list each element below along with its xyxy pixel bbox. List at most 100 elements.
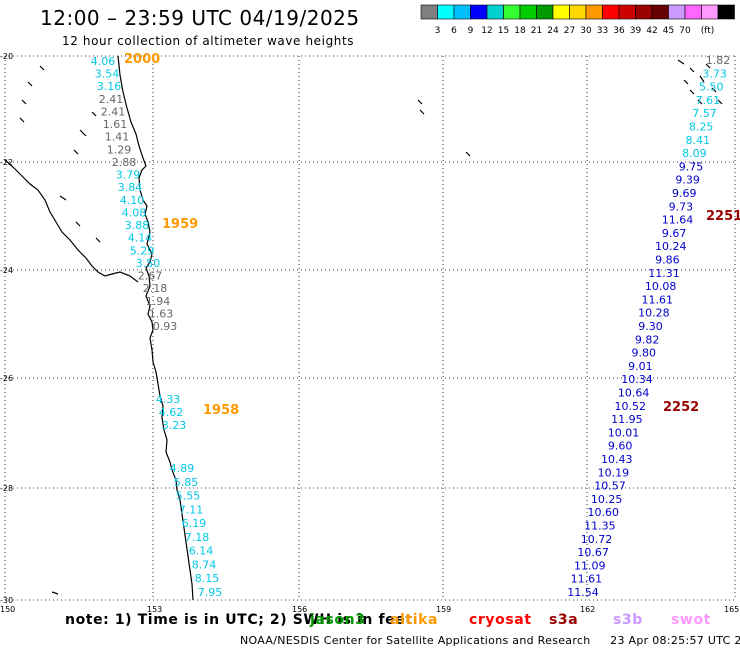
wave-height-value: 10.57 [594, 480, 626, 493]
y-tick-label: -30 [0, 596, 13, 605]
wave-height-value: 9.82 [635, 333, 660, 346]
wave-height-value: 3.50 [136, 257, 161, 270]
pass-time-label: 2251 [706, 209, 740, 224]
wave-height-value: 2.67 [138, 270, 163, 283]
note-text: note: 1) Time is in UTC; 2) SWH is in fe… [65, 612, 413, 628]
mainland-coast [117, 55, 194, 601]
island [51, 591, 59, 595]
wave-height-value: 7.57 [692, 107, 717, 120]
wave-height-value: 11.64 [662, 214, 694, 227]
map-title: 12:00 – 23:59 UTC 04/19/2025 [40, 6, 360, 30]
island [705, 63, 711, 69]
y-tick-label: -22 [0, 158, 13, 167]
wave-height-value: 2.18 [143, 282, 168, 295]
wave-height-value: 4.14 [128, 232, 153, 245]
scale-label: 42 [646, 26, 657, 36]
wave-height-value: 9.73 [669, 200, 694, 213]
wave-height-value: 11.61 [571, 573, 603, 586]
x-tick-label: 150 [0, 605, 15, 614]
footer: NOAA/NESDIS Center for Satellite Applica… [240, 634, 740, 647]
wave-height-value: 11.35 [584, 520, 616, 533]
altimeter-tracks: 4.063.543.162.412.411.611.411.292.883.79… [91, 54, 731, 599]
wave-height-value: 3.73 [702, 67, 727, 80]
wave-height-value: 7.61 [696, 94, 721, 107]
wave-height-value: 6.14 [189, 545, 214, 558]
scale-swatch [717, 4, 735, 20]
wave-height-value: 9.75 [679, 160, 704, 173]
x-tick-label: 165 [724, 605, 739, 614]
wave-height-value: 5.50 [699, 81, 724, 94]
island [699, 75, 705, 83]
x-tick-label: 162 [580, 605, 595, 614]
satellite-legend-cryosat: cryosat [469, 612, 532, 628]
y-tick-label: -20 [0, 52, 13, 61]
wave-height-value: 6.19 [182, 517, 207, 530]
lat-lon-grid [4, 55, 736, 601]
island [95, 237, 101, 243]
island [27, 81, 33, 87]
scale-label: 6 [451, 26, 457, 36]
island [91, 111, 97, 117]
wave-height-value: 10.01 [608, 426, 640, 439]
island [711, 87, 717, 93]
wave-height-value: 11.31 [648, 267, 680, 280]
island [19, 117, 25, 123]
wave-height-value: 7.11 [179, 503, 204, 516]
satellite-legend-s3b: s3b [613, 612, 643, 628]
wave-height-value: 3.79 [116, 169, 141, 182]
island [419, 109, 425, 115]
scale-label: 39 [630, 26, 642, 36]
scale-label: 18 [514, 26, 526, 36]
island [717, 99, 723, 105]
y-tick-label: -24 [0, 266, 13, 275]
scale-label: 27 [564, 26, 575, 36]
wave-height-value: 9.39 [675, 174, 700, 187]
scale-label: 9 [468, 26, 474, 36]
wave-height-value: 10.24 [655, 240, 687, 253]
island [417, 99, 423, 105]
wave-height-value: 1.82 [706, 54, 731, 67]
wave-height-value: 9.80 [632, 347, 657, 360]
wave-height-value: 3.54 [95, 68, 120, 81]
island [677, 59, 685, 65]
wave-height-value: 10.19 [598, 466, 630, 479]
scale-label: (ft) [701, 26, 715, 36]
wave-height-value: 2.41 [101, 105, 126, 118]
wave-height-value: 10.25 [591, 493, 623, 506]
island [75, 221, 81, 227]
wave-height-value: 8.09 [682, 147, 707, 160]
wave-height-value: 9.60 [608, 440, 633, 453]
wave-height-value: 4.89 [170, 462, 195, 475]
island [21, 99, 27, 105]
island [79, 129, 87, 137]
island [683, 79, 689, 85]
x-tick-label: 156 [292, 605, 307, 614]
wave-height-value: 3.88 [125, 219, 150, 232]
wave-height-value: 2.41 [99, 93, 124, 106]
wave-height-value: 4.33 [156, 393, 181, 406]
scale-label: 70 [679, 26, 691, 36]
wave-height-value: 3.23 [162, 419, 187, 432]
wave-height-value: 7.18 [185, 531, 210, 544]
pass-time-label: 2252 [663, 400, 699, 415]
axis-tick-labels: 150 153 156 159 162 165 -20 -22 -24 -26 -28 -30 [0, 52, 739, 614]
note-line: note: 1) Time is in UTC; 2) SWH is in fe… [65, 612, 710, 628]
wave-height-value: 9.67 [662, 227, 687, 240]
wave-height-value: 8.41 [686, 134, 711, 147]
wave-height-value: 10.67 [577, 546, 609, 559]
bay-coast [4, 159, 139, 283]
scale-label: 36 [613, 26, 625, 36]
satellite-legend-s3a: s3a [549, 612, 579, 628]
island [465, 151, 471, 157]
scale-label: 45 [663, 26, 674, 36]
x-tick-label: 153 [147, 605, 162, 614]
y-tick-label: -28 [0, 484, 13, 493]
wave-height-value: 3.16 [97, 80, 122, 93]
wave-height-value: 0.93 [153, 320, 178, 333]
wave-height-value: 10.60 [588, 506, 620, 519]
scale-label: 21 [531, 26, 542, 36]
scale-label: 15 [498, 26, 509, 36]
color-scale-legend: 3 6 9 12 15 18 21 24 27 30 33 36 39 42 45 70 (ft) [420, 4, 735, 36]
wave-height-value: 5.85 [174, 476, 199, 489]
